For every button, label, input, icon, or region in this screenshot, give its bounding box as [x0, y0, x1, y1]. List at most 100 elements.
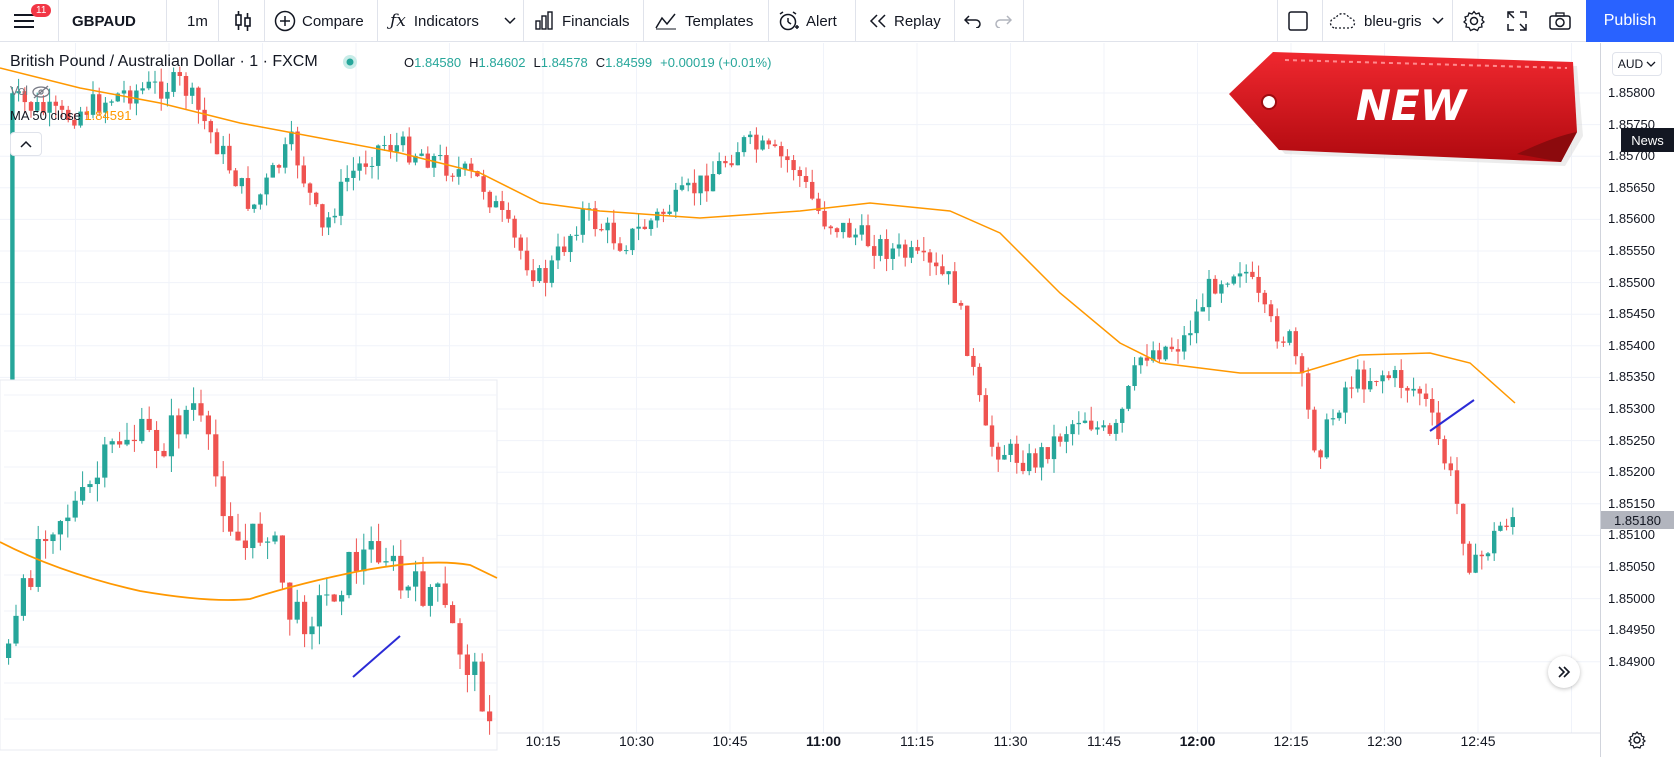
candle-body — [121, 90, 127, 94]
templates-icon — [655, 13, 676, 30]
scroll-to-realtime-button[interactable] — [1548, 656, 1580, 688]
symbol-legend[interactable]: British Pound / Australian Dollar · 1 · … — [10, 53, 358, 71]
candle-body — [1163, 346, 1168, 360]
inset-candle-body — [117, 441, 123, 445]
candle-body — [314, 192, 319, 205]
inset-candle-body — [302, 601, 308, 635]
ma-legend[interactable]: MA 50 close 1.84591 — [10, 108, 131, 123]
compare-button[interactable]: Compare — [274, 0, 364, 42]
volume-legend[interactable]: Vol — [10, 83, 50, 99]
snapshot-button[interactable] — [1549, 0, 1571, 42]
menu-button[interactable] — [14, 0, 36, 42]
candle-body — [190, 87, 195, 96]
notification-badge: 11 — [31, 4, 52, 17]
top-toolbar: 11 GBPAUD 1m Compare ƒx Indicators Finan… — [0, 0, 1674, 42]
inset-candle-body — [257, 523, 263, 543]
candle-body — [1337, 412, 1342, 419]
candle-body — [276, 165, 282, 168]
candle-body — [1132, 365, 1137, 386]
fullscreen-button[interactable] — [1507, 0, 1527, 42]
price-tick-label: 1.85300 — [1608, 401, 1655, 416]
inset-candle-body — [398, 555, 404, 591]
eye-off-icon[interactable] — [32, 85, 50, 99]
candle-body — [159, 81, 164, 99]
inset-candle-body — [28, 578, 34, 587]
price-tick-label: 1.85500 — [1608, 274, 1655, 290]
inset-candle-body — [102, 444, 108, 478]
news-button[interactable]: News — [1621, 128, 1674, 152]
candle-body — [574, 234, 579, 236]
indicators-button[interactable]: ƒx Indicators — [390, 0, 479, 42]
publish-button[interactable]: Publish — [1586, 0, 1674, 42]
candle-body — [977, 366, 982, 396]
candle-body — [692, 182, 697, 194]
price-tick-label: 1.85050 — [1608, 559, 1655, 574]
alert-button[interactable]: Alert — [778, 0, 837, 42]
candle-body — [78, 111, 83, 126]
fx-icon: ƒx — [390, 11, 406, 31]
candle-body — [1454, 470, 1460, 504]
vol-label: Vol — [10, 83, 29, 98]
inset-candle-body — [383, 561, 389, 563]
templates-button[interactable]: Templates — [655, 0, 753, 42]
candle-body — [357, 163, 362, 171]
inset-candle-body — [43, 538, 49, 542]
candle-body — [1151, 350, 1156, 361]
axis-settings-button[interactable] — [1628, 731, 1646, 754]
candle-body — [822, 210, 827, 227]
candle-body — [41, 102, 46, 113]
candle-body — [1448, 463, 1453, 471]
financials-button[interactable]: Financials — [534, 0, 630, 42]
candle-body — [258, 194, 263, 205]
candle-body — [1194, 311, 1199, 334]
redo-button[interactable] — [994, 0, 1012, 42]
candle-body — [679, 185, 685, 190]
layout-dropdown[interactable] — [1432, 0, 1444, 42]
indicators-templates-dropdown[interactable] — [504, 0, 516, 42]
select-layout-button[interactable] — [1288, 0, 1308, 42]
chart-type-button[interactable] — [233, 0, 253, 42]
symbol-search-button[interactable]: GBPAUD — [72, 12, 136, 30]
candle-body — [1479, 554, 1484, 557]
candle-body — [487, 191, 492, 208]
layout-name-button[interactable]: bleu-gris — [1328, 0, 1422, 42]
inset-candle-body — [339, 595, 345, 602]
replay-label: Replay — [894, 12, 941, 30]
main-price-chart[interactable] — [0, 43, 1600, 757]
candle-body — [221, 145, 226, 155]
ohlc-values: O1.84580 H1.84602 L1.84578 C1.84599 +0.0… — [404, 55, 771, 70]
candle-body — [47, 101, 52, 113]
inset-panel — [0, 379, 498, 751]
candle-body — [1082, 420, 1088, 423]
candle-body — [921, 250, 926, 253]
candle-body — [946, 271, 951, 275]
time-tick-label: 12:45 — [1460, 733, 1496, 749]
candle-body — [202, 109, 207, 122]
candle-body — [1126, 385, 1131, 409]
candle-body — [1275, 316, 1280, 342]
inset-candle-body — [390, 555, 396, 562]
candle-body — [1206, 278, 1212, 308]
replay-button[interactable]: Replay — [868, 0, 941, 42]
candle-body — [1095, 427, 1100, 430]
ohlc-low: L1.84578 — [533, 55, 588, 70]
chevron-down-icon — [1646, 61, 1656, 67]
inset-candle-body — [205, 415, 211, 435]
candle-body — [531, 270, 536, 282]
inset-candle-body — [109, 441, 115, 445]
inset-candle-body — [265, 541, 271, 543]
price-tick-label: 1.85150 — [1608, 495, 1655, 511]
inset-candle-body — [168, 415, 174, 457]
undo-button[interactable] — [964, 0, 982, 42]
ohlc-open: O1.84580 — [404, 55, 462, 70]
double-chevron-right-icon — [1558, 666, 1571, 678]
price-axis[interactable] — [1600, 43, 1674, 757]
alarm-icon — [779, 11, 799, 31]
candle-body — [766, 140, 771, 145]
currency-button[interactable]: AUD — [1612, 52, 1662, 76]
candle-body — [1361, 369, 1367, 390]
chart-pane[interactable] — [0, 43, 1600, 757]
interval-button[interactable]: 1m — [187, 12, 208, 30]
settings-button[interactable] — [1463, 0, 1485, 42]
collapse-legend-button[interactable] — [10, 132, 42, 156]
